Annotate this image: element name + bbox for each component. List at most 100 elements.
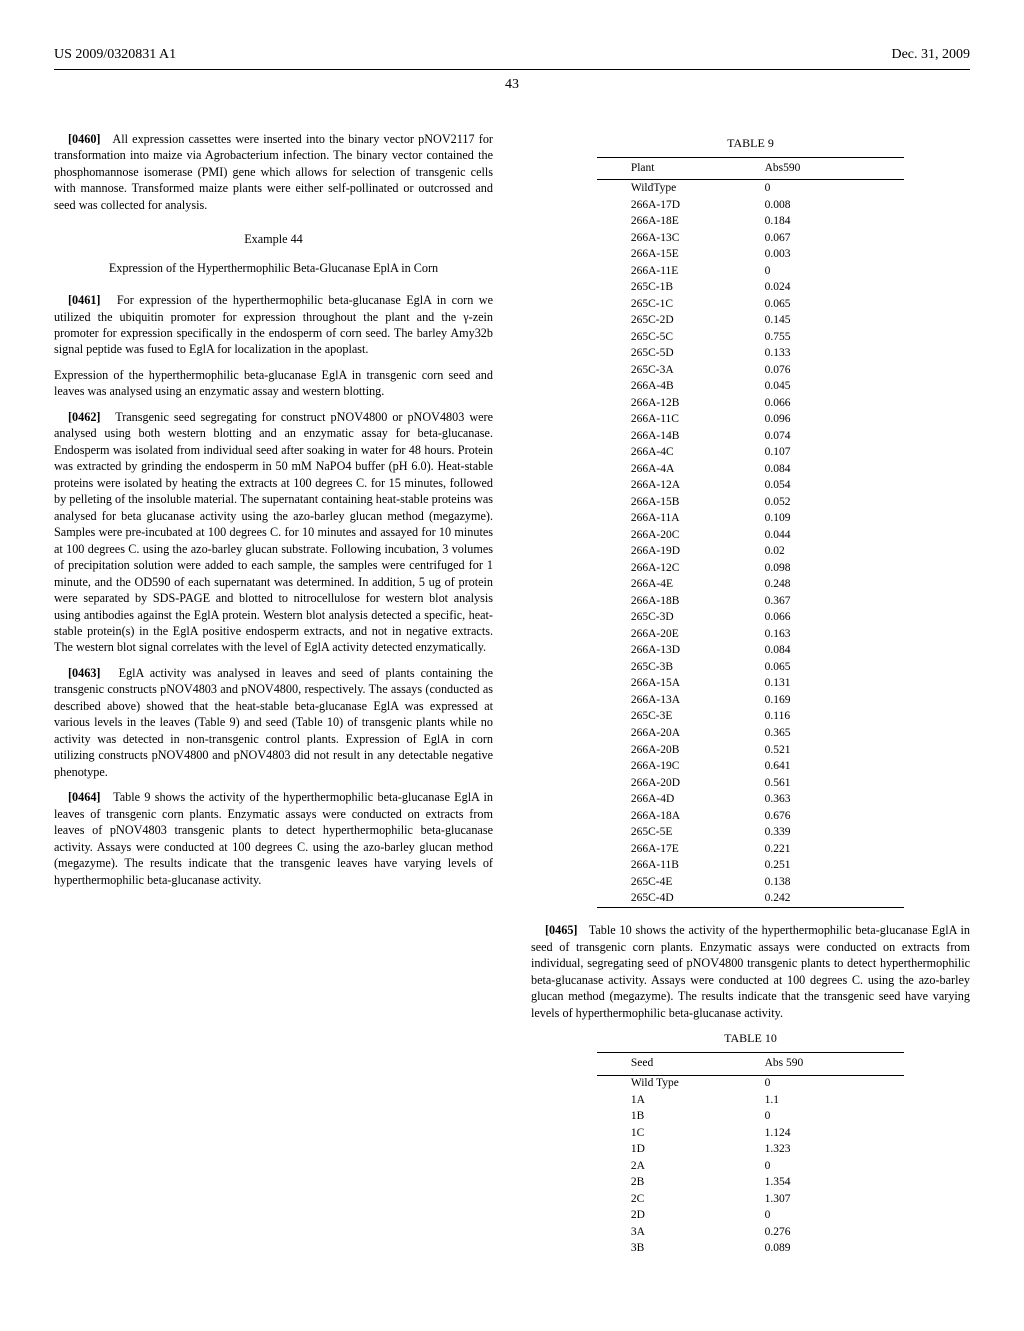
table-cell-plant: 265C-1B	[597, 280, 757, 297]
table-row: 1C1.124	[597, 1125, 904, 1142]
table-cell-abs: 0.676	[757, 808, 905, 825]
table-cell-abs: 0.02	[757, 544, 905, 561]
table-9: Plant Abs590 WildType0266A-17D0.008266A-…	[597, 157, 904, 908]
table-row: 266A-13A0.169	[597, 692, 904, 709]
table-cell-plant: 265C-3D	[597, 610, 757, 627]
table-cell-plant: 265C-1C	[597, 296, 757, 313]
table-row: 265C-3A0.076	[597, 362, 904, 379]
table-cell-abs: 0.184	[757, 214, 905, 231]
para-num-0462: [0462]	[68, 410, 101, 424]
table-cell-plant: 266A-18B	[597, 593, 757, 610]
table-row: 265C-5C0.755	[597, 329, 904, 346]
table-9-caption: TABLE 9	[531, 135, 970, 151]
table-cell-abs: 0.138	[757, 874, 905, 891]
publication-number: US 2009/0320831 A1	[54, 46, 176, 65]
table-cell-abs: 0	[757, 1208, 905, 1225]
table-row: WildType0	[597, 180, 904, 197]
table-cell-abs: 0.066	[757, 395, 905, 412]
table-cell-plant: 265C-3E	[597, 709, 757, 726]
table-row: 265C-3E0.116	[597, 709, 904, 726]
table-10-wrap: TABLE 10 Seed Abs 590 Wild Type01A1.11B0…	[531, 1030, 970, 1257]
table-cell-plant: 266A-19D	[597, 544, 757, 561]
table-9-header-row: Plant Abs590	[597, 158, 904, 180]
table-row: 266A-11B0.251	[597, 858, 904, 875]
table-cell-abs: 0.066	[757, 610, 905, 627]
table-row: 266A-4C0.107	[597, 445, 904, 462]
table-cell-abs: 0.169	[757, 692, 905, 709]
table-cell-abs: 0	[757, 263, 905, 280]
table-cell-seed: 2A	[597, 1158, 757, 1175]
table-row: 2D0	[597, 1208, 904, 1225]
table-row: 266A-4D0.363	[597, 792, 904, 809]
table-cell-plant: 266A-12A	[597, 478, 757, 495]
table-cell-plant: 265C-3A	[597, 362, 757, 379]
table-cell-abs: 1.307	[757, 1191, 905, 1208]
table-row: 266A-13C0.067	[597, 230, 904, 247]
two-column-layout: [0460] All expression cassettes were ins…	[54, 131, 970, 1272]
table-row: 265C-5D0.133	[597, 346, 904, 363]
table-row: 2C1.307	[597, 1191, 904, 1208]
table-cell-plant: 266A-11A	[597, 511, 757, 528]
table-row: 266A-19C0.641	[597, 759, 904, 776]
paragraph-0461: [0461] For expression of the hyperthermo…	[54, 292, 493, 358]
table-row: 265C-4D0.242	[597, 891, 904, 908]
table-cell-plant: 266A-4A	[597, 461, 757, 478]
table-cell-abs: 0.065	[757, 296, 905, 313]
table-row: 266A-17E0.221	[597, 841, 904, 858]
table-cell-abs: 1.1	[757, 1092, 905, 1109]
table-cell-abs: 0	[757, 1158, 905, 1175]
para-text-0462: Transgenic seed segregating for construc…	[54, 410, 493, 655]
table-cell-abs: 0.116	[757, 709, 905, 726]
table-cell-plant: 266A-15E	[597, 247, 757, 264]
table-cell-plant: 266A-20C	[597, 527, 757, 544]
left-column: [0460] All expression cassettes were ins…	[54, 131, 493, 1272]
table-cell-seed: Wild Type	[597, 1076, 757, 1093]
table-cell-plant: 265C-5E	[597, 825, 757, 842]
paragraph-0465: [0465] Table 10 shows the activity of th…	[531, 922, 970, 1021]
para-text-0463: EglA activity was analysed in leaves and…	[54, 666, 493, 779]
table-cell-abs: 1.124	[757, 1125, 905, 1142]
table-row: 266A-20C0.044	[597, 527, 904, 544]
table-row: 266A-20D0.561	[597, 775, 904, 792]
table-cell-plant: 266A-20B	[597, 742, 757, 759]
table-cell-plant: 266A-4D	[597, 792, 757, 809]
table-row: 3B0.089	[597, 1241, 904, 1258]
table-cell-plant: 265C-3B	[597, 659, 757, 676]
table-9-wrap: TABLE 9 Plant Abs590 WildType0266A-17D0.…	[531, 135, 970, 908]
table-cell-abs: 0.145	[757, 313, 905, 330]
table-cell-plant: 266A-13D	[597, 643, 757, 660]
table-cell-seed: 1D	[597, 1142, 757, 1159]
table-row: 265C-4E0.138	[597, 874, 904, 891]
table-cell-abs: 0.133	[757, 346, 905, 363]
header-rule	[54, 69, 970, 70]
table-cell-seed: 1C	[597, 1125, 757, 1142]
table-cell-abs: 0.365	[757, 726, 905, 743]
table-cell-abs: 0.276	[757, 1224, 905, 1241]
table-cell-abs: 0.089	[757, 1241, 905, 1258]
table-row: 266A-14B0.074	[597, 428, 904, 445]
table-row: 266A-13D0.084	[597, 643, 904, 660]
para-text-0464: Table 9 shows the activity of the hypert…	[54, 790, 493, 886]
table-cell-seed: 3A	[597, 1224, 757, 1241]
table-cell-plant: 266A-11E	[597, 263, 757, 280]
table-cell-plant: 265C-2D	[597, 313, 757, 330]
table-cell-abs: 0.052	[757, 494, 905, 511]
table-cell-abs: 0.044	[757, 527, 905, 544]
table-cell-plant: 266A-14B	[597, 428, 757, 445]
table-cell-plant: 265C-4D	[597, 891, 757, 908]
page-number: 43	[54, 76, 970, 95]
table-10: Seed Abs 590 Wild Type01A1.11B01C1.1241D…	[597, 1052, 904, 1257]
table-cell-plant: 266A-12B	[597, 395, 757, 412]
table-cell-abs: 0.107	[757, 445, 905, 462]
table-row: 266A-15B0.052	[597, 494, 904, 511]
table-row: 265C-1B0.024	[597, 280, 904, 297]
table-cell-abs: 0.096	[757, 412, 905, 429]
table-cell-abs: 0.131	[757, 676, 905, 693]
runon-paragraph: Expression of the hyperthermophilic beta…	[54, 367, 493, 400]
table-cell-abs: 0.067	[757, 230, 905, 247]
table-cell-seed: 2B	[597, 1175, 757, 1192]
table-row: 266A-20A0.365	[597, 726, 904, 743]
table-row: 1B0	[597, 1109, 904, 1126]
table-cell-abs: 0.561	[757, 775, 905, 792]
table-cell-abs: 0.163	[757, 626, 905, 643]
